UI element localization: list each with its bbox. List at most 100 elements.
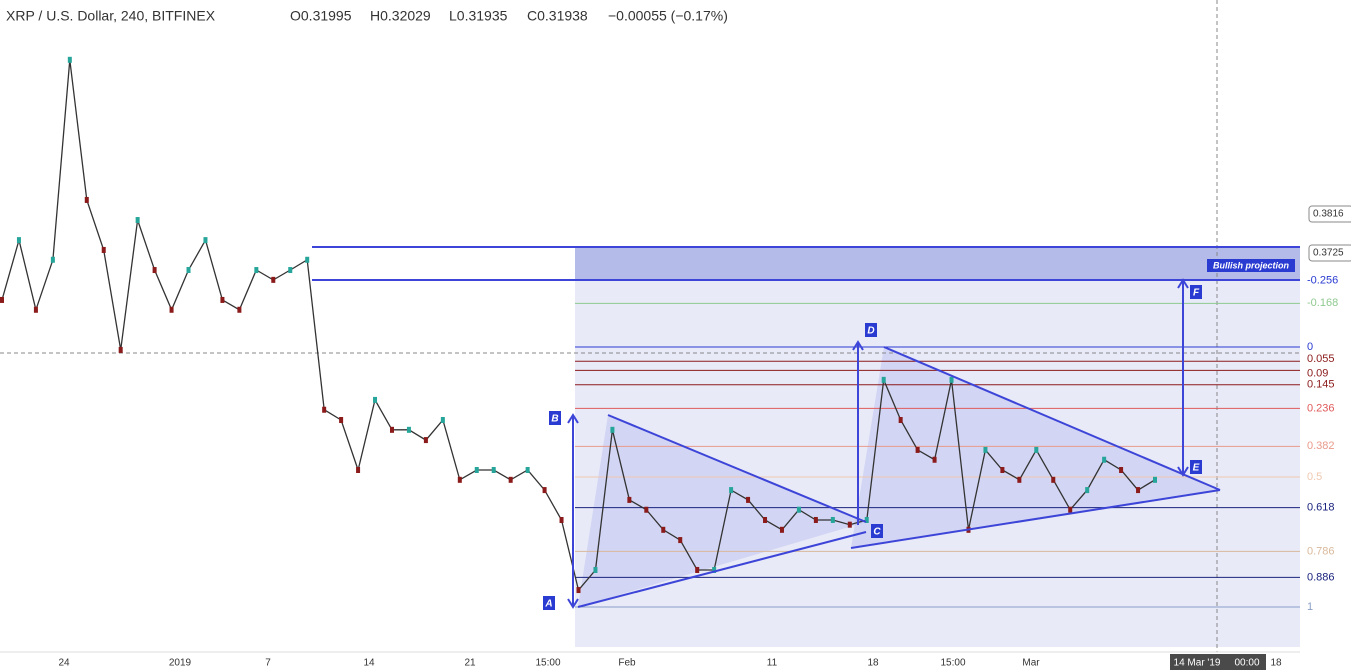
candle (1000, 466, 1005, 473)
candle (1034, 446, 1039, 453)
candle (389, 426, 394, 433)
fib-label: 0.236 (1307, 402, 1335, 414)
fib-label: 0.886 (1307, 571, 1335, 583)
candle (220, 296, 225, 303)
candle (898, 417, 903, 424)
fib-label: 0 (1307, 341, 1313, 353)
price-tag-label: 0.3816 (1313, 209, 1344, 220)
x-tick-label: 11 (767, 658, 778, 669)
candle (474, 466, 479, 473)
fib-label: 0.145 (1307, 379, 1335, 391)
candle (661, 526, 666, 533)
price-group (0, 56, 1157, 594)
candle (1051, 476, 1056, 483)
candle (16, 237, 21, 244)
pattern (312, 246, 1300, 609)
candle (593, 566, 598, 573)
candle (627, 496, 632, 503)
x-tick-label: 7 (265, 658, 271, 669)
candle (322, 406, 327, 413)
candle (440, 417, 445, 424)
trend-line (883, 346, 1221, 491)
candle (33, 306, 38, 313)
arrow (567, 413, 579, 609)
candle (915, 446, 920, 453)
close: C0.31938 (527, 8, 588, 24)
symbol: XRP / U.S. Dollar, 240, BITFINEX (6, 8, 216, 24)
candle (847, 521, 852, 528)
x-tick-label: 15:00 (940, 658, 965, 669)
candle (695, 566, 700, 573)
candle (186, 267, 191, 274)
candle (169, 306, 174, 313)
arrow (852, 340, 864, 525)
candle (983, 446, 988, 453)
candle (67, 56, 72, 63)
point-label: F (1193, 288, 1200, 299)
x-tick-label: 14 (363, 658, 375, 669)
low: L0.31935 (449, 8, 508, 24)
candle (1119, 466, 1124, 473)
annotation: Bullish projection (1213, 260, 1290, 270)
candle (949, 376, 954, 383)
candle (746, 496, 751, 503)
candle (0, 296, 4, 303)
x-tick-label: 24 (58, 658, 70, 669)
x-tick-label: 00:00 (1234, 658, 1259, 669)
x-tick-label: 18 (1270, 658, 1282, 669)
point-box (871, 524, 883, 538)
candle (508, 476, 513, 483)
candle (932, 456, 937, 463)
point-label: E (1193, 463, 1200, 474)
price-tag (1308, 244, 1351, 262)
x-tick-label: 18 (867, 658, 879, 669)
candle (203, 237, 208, 244)
candle (712, 566, 717, 573)
candle (254, 267, 259, 274)
point-box (1190, 285, 1202, 299)
candle (1017, 476, 1022, 483)
projection-zone (575, 247, 1300, 280)
header: XRP / U.S. Dollar, 240, BITFINEX O0.3199… (6, 8, 728, 24)
candle (813, 516, 818, 523)
candle (237, 306, 242, 313)
candle (423, 437, 428, 444)
candle (84, 196, 89, 203)
candle (457, 476, 462, 483)
trend-line (577, 531, 867, 608)
high: H0.32029 (370, 8, 431, 24)
x-axis (0, 652, 1351, 670)
candle (101, 246, 106, 253)
candle (576, 587, 581, 594)
candle (406, 426, 411, 433)
candle (729, 487, 734, 494)
candle (152, 267, 157, 274)
candle (50, 256, 55, 263)
candle (1085, 487, 1090, 494)
candle (796, 506, 801, 513)
open: O0.31995 (290, 8, 352, 24)
y-axis (1300, 0, 1351, 652)
arrow (1177, 278, 1189, 477)
fib-label: -0.256 (1307, 274, 1338, 286)
candle (271, 276, 276, 283)
candle (356, 466, 361, 473)
x-tick-label: 21 (464, 658, 476, 669)
candle (678, 537, 683, 544)
candle (1068, 506, 1073, 513)
x-tick-label: Mar (1022, 658, 1040, 669)
fib-label: 0.618 (1307, 502, 1335, 514)
x-tick-label: 15:00 (535, 658, 560, 669)
candle (881, 376, 886, 383)
fib-label: -0.168 (1307, 297, 1338, 309)
fib-label: 0.09 (1307, 367, 1328, 379)
price-tag-label: 0.3725 (1313, 248, 1344, 259)
candle (118, 346, 123, 353)
candle (763, 516, 768, 523)
candle (644, 506, 649, 513)
point-box (543, 596, 555, 610)
point-box (1190, 460, 1202, 474)
trend-line (607, 414, 867, 523)
candle (525, 466, 530, 473)
